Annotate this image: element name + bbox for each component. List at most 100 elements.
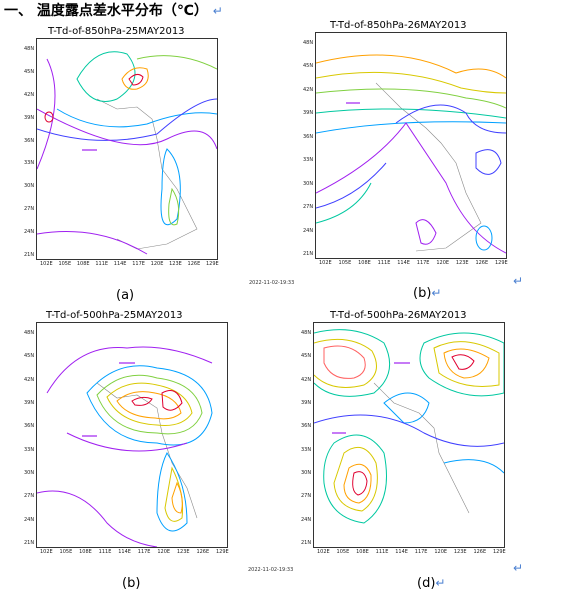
lon-tick-label: 120E bbox=[436, 260, 450, 266]
lat-tick-label: 42N bbox=[301, 376, 312, 383]
panel-a-caption: (a) bbox=[116, 288, 135, 303]
timestamp-bottom: 2022-11-02-19:33 bbox=[248, 567, 294, 573]
lon-tick-label: 105E bbox=[59, 549, 73, 555]
lon-tick-label: 111E bbox=[98, 549, 112, 555]
return-mark-icon: ↵ bbox=[513, 274, 524, 288]
timestamp-top: 2022-11-02-19:33 bbox=[249, 280, 295, 286]
lat-tick-label: 27N bbox=[24, 206, 35, 213]
lon-tick-label: 120E bbox=[157, 549, 171, 555]
panel-d-caption: (d)↵ bbox=[417, 576, 445, 591]
lat-tick-label: 21N bbox=[303, 251, 314, 257]
return-mark-icon: ↵ bbox=[435, 576, 446, 590]
lat-tick-label: 21N bbox=[24, 252, 35, 258]
lat-tick-label: 33N bbox=[301, 446, 312, 453]
lat-tick-label: 48N bbox=[303, 40, 314, 46]
lon-tick-label: 126E bbox=[475, 260, 489, 266]
lat-tick-label: 42N bbox=[303, 86, 314, 93]
lon-tick-label: 123E bbox=[176, 549, 190, 555]
lat-tick-label: 24N bbox=[24, 229, 35, 236]
lon-tick-label: 123E bbox=[453, 549, 467, 555]
panel-b-caption-text: (b) bbox=[413, 286, 432, 301]
lon-tick-label: 111E bbox=[95, 261, 109, 267]
lat-tick-label: 33N bbox=[303, 157, 314, 164]
lat-tick-label: 30N bbox=[301, 470, 312, 476]
lat-tick-label: 45N bbox=[24, 353, 35, 360]
return-mark-icon: ↵ bbox=[212, 4, 223, 18]
lat-tick-label: 39N bbox=[303, 110, 314, 117]
lon-tick-label: 129E bbox=[495, 260, 508, 266]
lat-tick-label: 33N bbox=[24, 160, 35, 167]
section-heading-text: 一、 温度露点差水平分布（℃） bbox=[4, 3, 208, 19]
lon-tick-label: 111E bbox=[377, 260, 391, 266]
lat-tick-label: 42N bbox=[24, 376, 35, 383]
lat-tick-label: 21N bbox=[24, 540, 35, 546]
lon-tick-label: 126E bbox=[473, 549, 487, 555]
panel-d-contours bbox=[314, 329, 504, 524]
panel-d-caption-text: (d) bbox=[417, 576, 436, 591]
lon-tick-label: 111E bbox=[375, 549, 389, 555]
lon-tick-label: 108E bbox=[79, 549, 92, 555]
lon-tick-label: 105E bbox=[338, 260, 352, 266]
lat-tick-label: 27N bbox=[24, 493, 35, 500]
lon-tick-label: 126E bbox=[196, 549, 210, 555]
lat-tick-label: 45N bbox=[303, 63, 314, 70]
lat-tick-label: 30N bbox=[24, 470, 35, 476]
lat-tick-label: 39N bbox=[301, 400, 312, 406]
lat-tick-label: 27N bbox=[303, 204, 314, 211]
lat-tick-label: 39N bbox=[24, 114, 35, 121]
lon-tick-label: 108E bbox=[356, 549, 369, 555]
lon-tick-label: 114E bbox=[113, 261, 127, 267]
panel-b-title: T-Td-of-850hPa-26MAY2013 bbox=[330, 20, 467, 31]
lon-tick-label: 129E bbox=[216, 549, 229, 555]
lat-tick-label: 42N bbox=[24, 91, 35, 98]
lon-tick-label: 120E bbox=[150, 261, 164, 267]
lon-tick-label: 117E bbox=[414, 549, 428, 555]
lon-tick-label: 117E bbox=[132, 261, 145, 267]
panel-b-caption: (b)↵ bbox=[413, 286, 441, 301]
lat-tick-label: 24N bbox=[303, 227, 314, 234]
section-heading: 一、 温度露点差水平分布（℃） ↵ bbox=[4, 0, 223, 20]
lat-tick-label: 36N bbox=[303, 133, 314, 140]
panel-a-title: T-Td-of-850hPa-25MAY2013 bbox=[48, 26, 185, 37]
panel-a-map bbox=[36, 38, 218, 260]
lat-tick-label: 45N bbox=[24, 68, 35, 75]
panel-c-map bbox=[36, 322, 228, 548]
lon-tick-label: 114E bbox=[397, 260, 410, 266]
panel-c-caption: (b) bbox=[122, 576, 141, 591]
lat-tick-label: 24N bbox=[301, 516, 312, 523]
panel-c-title: T-Td-of-500hPa-25MAY2013 bbox=[46, 310, 183, 321]
lat-tick-label: 39N bbox=[24, 400, 35, 406]
lat-tick-label: 36N bbox=[301, 423, 312, 430]
lon-tick-label: 114E bbox=[118, 549, 131, 555]
lon-tick-label: 129E bbox=[206, 261, 219, 267]
lat-tick-label: 27N bbox=[301, 493, 312, 500]
lon-tick-label: 120E bbox=[434, 549, 448, 555]
panel-c-contours bbox=[37, 346, 213, 547]
lon-tick-label: 123E bbox=[455, 260, 469, 266]
panel-d-map bbox=[313, 322, 505, 548]
lon-tick-label: 102E bbox=[40, 549, 53, 555]
lon-tick-label: 105E bbox=[336, 549, 350, 555]
lon-tick-label: 102E bbox=[319, 260, 332, 266]
lat-tick-label: 45N bbox=[301, 353, 312, 360]
lon-tick-label: 105E bbox=[58, 261, 72, 267]
panel-b-map bbox=[315, 32, 507, 259]
lat-tick-label: 30N bbox=[24, 183, 35, 190]
lon-tick-label: 102E bbox=[317, 549, 330, 555]
return-mark-icon: ↵ bbox=[431, 286, 442, 300]
lon-tick-label: 108E bbox=[76, 261, 90, 267]
panel-d-title: T-Td-of-500hPa-26MAY2013 bbox=[330, 310, 467, 321]
panel-a-contours bbox=[37, 51, 217, 255]
panel-b-contours bbox=[316, 54, 506, 254]
lon-tick-label: 129E bbox=[493, 549, 506, 555]
lat-tick-label: 48N bbox=[24, 330, 35, 336]
return-mark-icon: ↵ bbox=[513, 561, 524, 575]
lon-tick-label: 114E bbox=[395, 549, 408, 555]
lat-tick-label: 30N bbox=[303, 180, 314, 187]
lon-tick-label: 126E bbox=[187, 261, 201, 267]
lat-tick-label: 36N bbox=[24, 423, 35, 430]
lat-tick-label: 33N bbox=[24, 446, 35, 453]
lon-tick-label: 102E bbox=[40, 261, 53, 267]
lon-tick-label: 108E bbox=[358, 260, 371, 266]
lat-tick-label: 48N bbox=[301, 330, 312, 336]
